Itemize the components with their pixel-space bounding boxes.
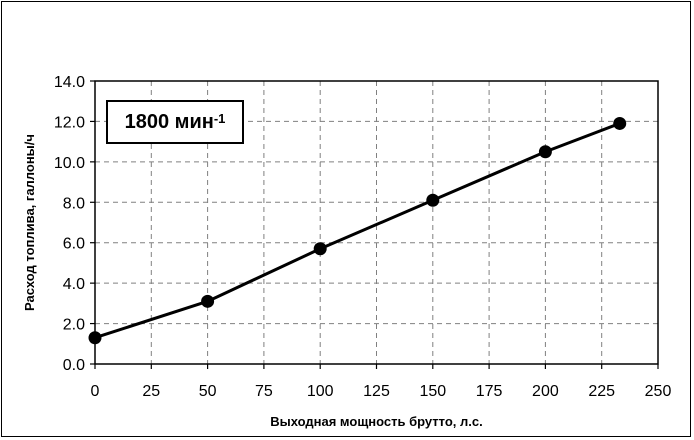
rpm-annotation-text: 1800 мин <box>124 110 214 133</box>
x-tick-label: 75 <box>255 383 273 400</box>
y-tick-label: 4.0 <box>63 276 85 293</box>
data-point <box>201 294 215 308</box>
rpm-annotation-superscript: -1 <box>213 110 226 126</box>
x-tick-label: 50 <box>199 383 217 400</box>
y-tick-label: 10.0 <box>54 155 85 172</box>
data-point <box>613 116 627 130</box>
y-tick-label: 6.0 <box>63 236 85 253</box>
rpm-annotation: 1800 мин -1 <box>106 100 244 144</box>
x-tick-label: 250 <box>645 383 672 400</box>
x-tick-label: 175 <box>476 383 503 400</box>
x-tick-label: 225 <box>588 383 615 400</box>
data-point <box>426 193 440 207</box>
y-tick-label: 14.0 <box>54 74 85 91</box>
y-tick-label: 0.0 <box>63 357 85 374</box>
x-tick-label: 25 <box>142 383 160 400</box>
data-point <box>88 331 102 345</box>
series-polyline <box>94 122 621 340</box>
x-tick-label: 200 <box>532 383 559 400</box>
y-tick-label: 8.0 <box>63 195 85 212</box>
series-line <box>88 116 627 345</box>
data-point <box>313 242 327 256</box>
y-axis-ticks: 0.0 2.0 4.0 6.0 8.0 10.0 12.0 14.0 <box>54 74 95 374</box>
x-tick-label: 100 <box>307 383 334 400</box>
x-tick-label: 0 <box>91 383 100 400</box>
y-tick-label: 12.0 <box>54 114 85 131</box>
y-axis-label: Расход топлива, галлоны/ч <box>22 134 37 311</box>
x-tick-label: 150 <box>419 383 446 400</box>
y-tick-label: 2.0 <box>63 317 85 334</box>
x-axis-label: Выходная мощность брутто, л.с. <box>270 414 483 429</box>
data-point <box>538 145 552 159</box>
x-tick-label: 125 <box>363 383 390 400</box>
x-axis-ticks: 0 25 50 75 100 125 150 175 200 225 250 <box>91 364 672 400</box>
